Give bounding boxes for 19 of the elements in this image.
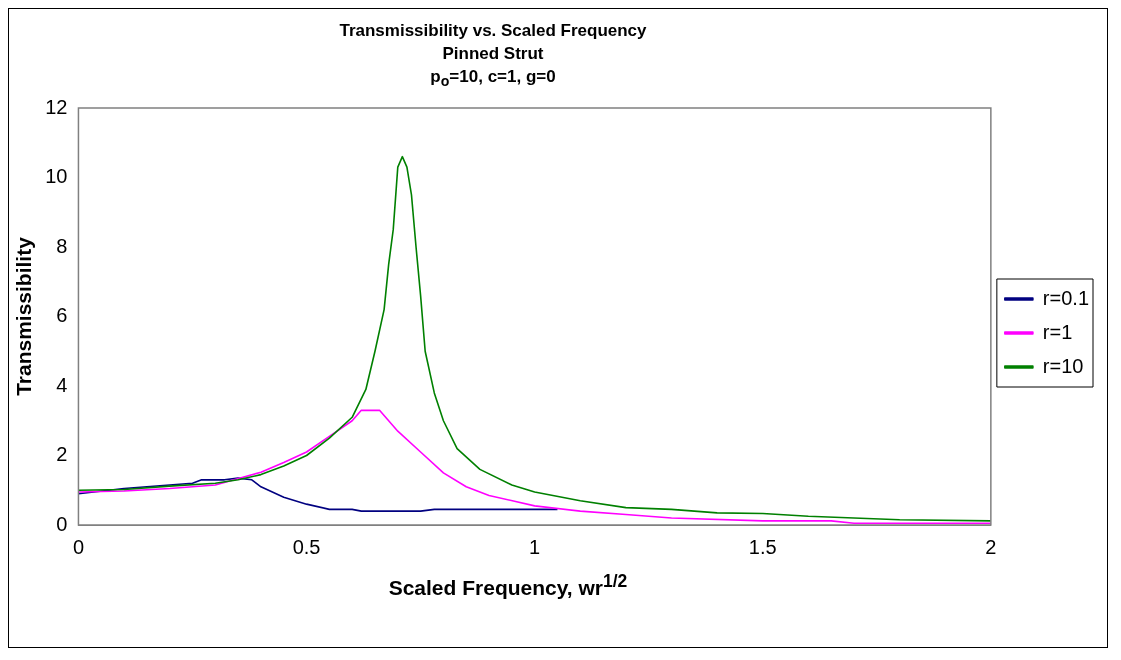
y-tick-label: 8: [56, 234, 68, 257]
x-tick-label: 0.5: [292, 535, 321, 558]
y-axis-title: Transmissibility: [12, 237, 36, 397]
y-tick-label: 6: [56, 304, 68, 327]
y-tick-label: 4: [56, 373, 68, 396]
legend-label: r=10: [1042, 354, 1084, 377]
y-tick-label: 2: [56, 443, 68, 466]
y-tick-label: 0: [56, 512, 68, 535]
legend-label: r=0.1: [1042, 286, 1090, 309]
x-tick-label: 1: [529, 535, 541, 558]
chart-subtitle: Pinned Strut p$_{o}$=10, c=1, g=0: [429, 43, 557, 92]
x-tick-label: 2: [985, 535, 997, 558]
y-tick-label: 12: [45, 95, 68, 118]
x-tick-label: 0: [72, 535, 85, 558]
x-axis-title: Scaled Frequency, wr$^{1/2}$: [387, 571, 629, 601]
chart-title: Transmissibility vs. Scaled Frequency: [338, 20, 648, 42]
legend-label: r=1: [1042, 320, 1073, 343]
y-tick-label: 10: [45, 165, 68, 188]
x-tick-label: 1.5: [748, 535, 777, 558]
